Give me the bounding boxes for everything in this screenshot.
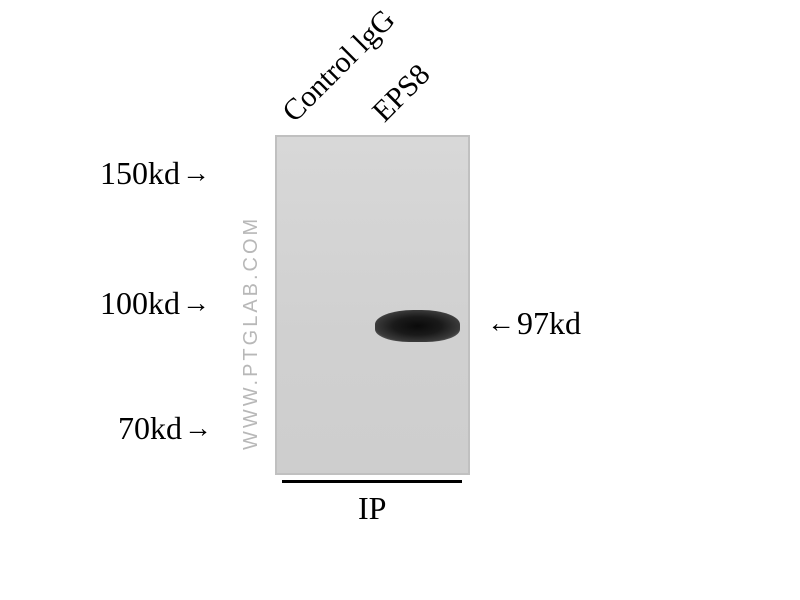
- arrow-right-icon: →: [184, 413, 212, 445]
- detected-mw-value: 97kd: [517, 305, 581, 342]
- mw-label-150: 150kd: [100, 155, 180, 192]
- mw-marker-70: 70kd →: [118, 410, 212, 447]
- ip-bracket-line: [282, 480, 462, 483]
- mw-marker-100: 100kd →: [100, 285, 210, 322]
- lane-label-eps8: EPS8: [366, 58, 437, 129]
- protein-band: [375, 310, 460, 342]
- arrow-left-icon: ←: [487, 308, 515, 340]
- mw-label-70: 70kd: [118, 410, 182, 447]
- watermark-text: WWW.PTGLAB.COM: [240, 216, 263, 450]
- arrow-right-icon: →: [182, 288, 210, 320]
- mw-label-100: 100kd: [100, 285, 180, 322]
- ip-label: IP: [358, 490, 386, 527]
- gel-image: [275, 135, 470, 475]
- detected-band-label: ← 97kd: [487, 305, 581, 342]
- mw-marker-150: 150kd →: [100, 155, 210, 192]
- arrow-right-icon: →: [182, 158, 210, 190]
- blot-container: Control lgG EPS8 150kd → 100kd → 70kd → …: [0, 0, 800, 600]
